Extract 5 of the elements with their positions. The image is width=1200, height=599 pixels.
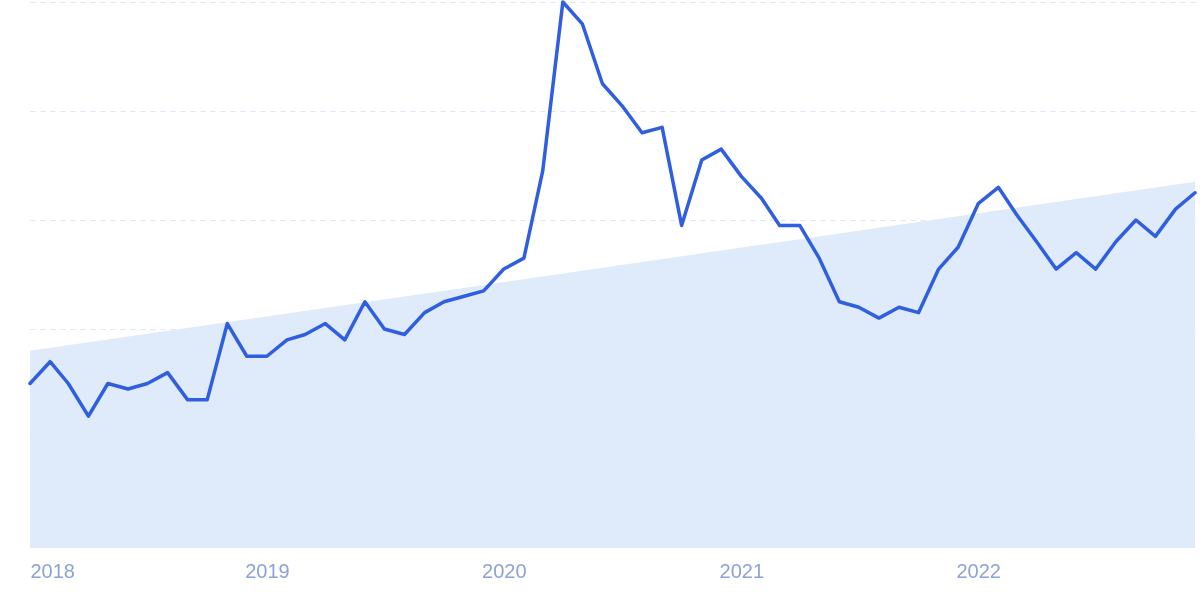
x-tick-label: 2020 xyxy=(482,559,527,582)
x-tick-label: 2022 xyxy=(956,559,1001,582)
x-tick-label: 2021 xyxy=(719,559,765,582)
x-tick-label: 2019 xyxy=(245,559,290,582)
x-tick-label: 2018 xyxy=(30,559,75,582)
